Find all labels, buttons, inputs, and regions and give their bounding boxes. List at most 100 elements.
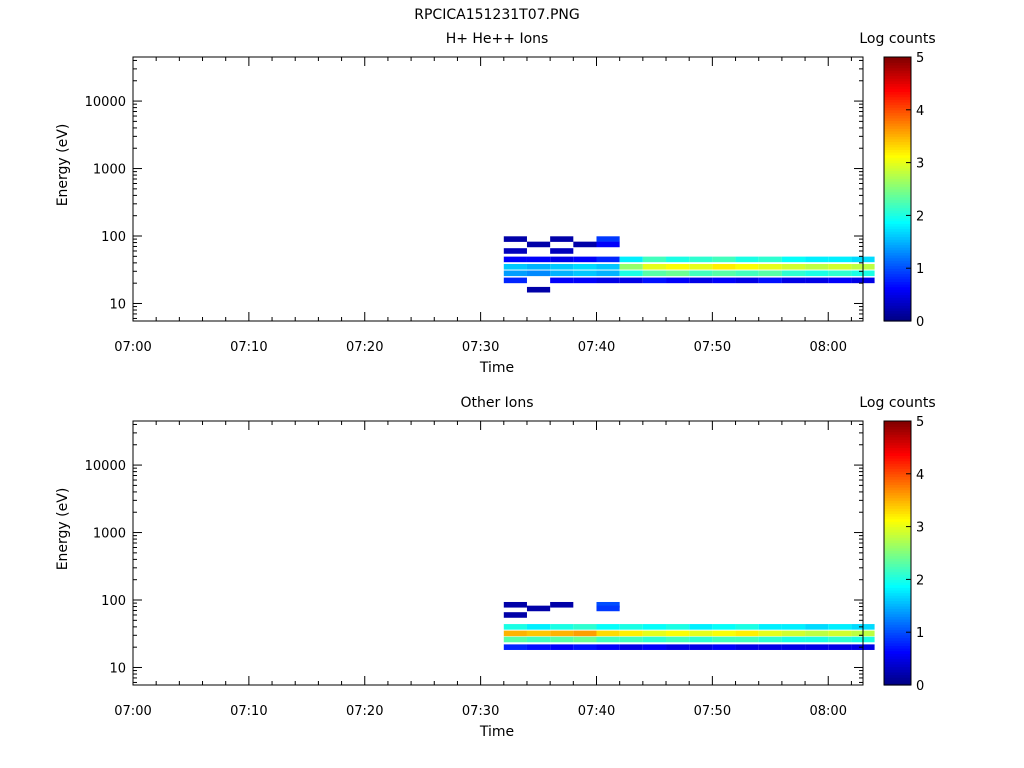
colorbar-swatch <box>884 465 911 470</box>
colorbar-swatch <box>884 626 911 631</box>
heatmap-cell <box>666 636 690 643</box>
colorbar-swatch <box>884 241 911 246</box>
colorbar-swatch <box>884 162 911 166</box>
heatmap-cell <box>758 624 782 630</box>
y-tick-label: 1000 <box>93 527 126 542</box>
colorbar-swatch <box>884 460 911 464</box>
heatmap-cell <box>526 605 551 612</box>
heatmap-cell <box>689 624 713 630</box>
colorbar-swatch <box>884 428 911 433</box>
colorbar-label: Log counts <box>859 31 935 47</box>
heatmap-cell <box>805 644 829 650</box>
x-tick-label: 07:20 <box>346 704 383 719</box>
heatmap-cell <box>689 270 713 277</box>
x-tick-label: 07:10 <box>230 704 267 719</box>
heatmap-cell <box>573 256 597 263</box>
colorbar: 0 1 2 3 4 5 Log counts <box>859 31 935 330</box>
colorbar-swatch <box>884 149 911 153</box>
heatmap-cell <box>550 263 574 270</box>
colorbar-swatch <box>884 265 911 269</box>
panel-title: Other Ions <box>460 395 533 411</box>
colorbar-swatch <box>884 679 911 683</box>
colorbar-swatch <box>884 542 911 546</box>
colorbar-swatch <box>884 563 911 567</box>
heatmap-cell <box>689 263 713 270</box>
colorbar-swatch <box>884 611 911 615</box>
colorbar-swatch <box>884 191 911 195</box>
colorbar-swatch <box>884 468 911 472</box>
colorbar-swatch <box>884 677 911 681</box>
colorbar-swatch <box>884 487 911 491</box>
x-tick-label: 07:00 <box>114 340 151 355</box>
heatmap-cell <box>689 630 713 637</box>
heatmap-cell <box>781 624 806 630</box>
colorbar-swatch <box>884 123 911 127</box>
colorbar-swatch <box>884 473 911 478</box>
colorbar-swatch <box>884 70 911 74</box>
colorbar-swatch <box>884 99 911 103</box>
colorbar-swatch <box>884 666 911 670</box>
colorbar-tick-label: 4 <box>916 468 924 483</box>
x-tick-label: 08:00 <box>810 340 847 355</box>
heatmap-cell <box>526 256 551 263</box>
colorbar-tick-label: 1 <box>916 262 924 277</box>
heatmap-cell <box>526 644 551 650</box>
colorbar-tick-label: 2 <box>916 209 924 224</box>
colorbar-swatch <box>884 167 911 172</box>
colorbar-swatch <box>884 555 911 559</box>
heatmap-cell <box>526 270 551 277</box>
heatmap-cell <box>526 286 551 293</box>
colorbar-swatch <box>884 112 911 116</box>
y-tick-label: 10 <box>109 661 126 676</box>
colorbar-swatch <box>884 80 911 84</box>
colorbar-swatch <box>884 284 911 288</box>
y-tick-label: 1000 <box>93 163 126 178</box>
colorbar-swatch <box>884 257 911 261</box>
heatmap-cell <box>503 644 527 650</box>
heatmap-cell <box>805 624 829 630</box>
colorbar-swatch <box>884 223 911 227</box>
heatmap-cell <box>619 270 643 277</box>
colorbar-swatch <box>884 608 911 612</box>
heatmap-cell <box>642 636 667 643</box>
colorbar-tick-label: 4 <box>916 104 924 119</box>
heatmap-cell <box>828 644 852 650</box>
heatmap-cell <box>666 644 690 650</box>
heatmap-cell <box>573 636 597 643</box>
heatmap-cell <box>503 236 527 242</box>
colorbar-swatch <box>884 587 911 591</box>
colorbar-swatch <box>884 152 911 156</box>
colorbar-swatch <box>884 510 911 514</box>
y-tick-label: 100 <box>101 594 126 609</box>
heatmap-cell <box>503 630 527 637</box>
heatmap-cell <box>828 256 852 263</box>
colorbar-swatch <box>884 558 911 562</box>
heatmap-cell <box>828 624 852 630</box>
x-axis-label: Time <box>479 724 514 740</box>
colorbar-swatch <box>884 489 911 493</box>
heatmap-cells <box>503 236 875 293</box>
heatmap-cell <box>619 636 643 643</box>
colorbar-swatch <box>884 682 911 686</box>
colorbar-swatch <box>884 436 911 441</box>
colorbar-swatch <box>884 423 911 427</box>
heatmap-cell <box>526 263 551 270</box>
colorbar-swatch <box>884 434 911 438</box>
colorbar-swatch <box>884 305 911 309</box>
x-tick-label: 07:40 <box>578 704 615 719</box>
colorbar-swatch <box>884 471 911 475</box>
colorbar-swatch <box>884 107 911 111</box>
colorbar-tick-label: 0 <box>916 679 924 694</box>
colorbar-tick-label: 1 <box>916 626 924 641</box>
colorbar-swatch <box>884 645 911 649</box>
heatmap-cell <box>619 277 643 284</box>
heatmap-cell <box>828 270 852 277</box>
colorbar-swatch <box>884 597 911 602</box>
colorbar-swatch <box>884 634 911 639</box>
heatmap-cell <box>758 263 782 270</box>
heatmap-cell <box>573 277 597 284</box>
y-tick-label: 10 <box>109 297 126 312</box>
colorbar-swatch <box>884 669 911 673</box>
heatmap-cell <box>666 270 690 277</box>
heatmap-cell <box>573 263 597 270</box>
